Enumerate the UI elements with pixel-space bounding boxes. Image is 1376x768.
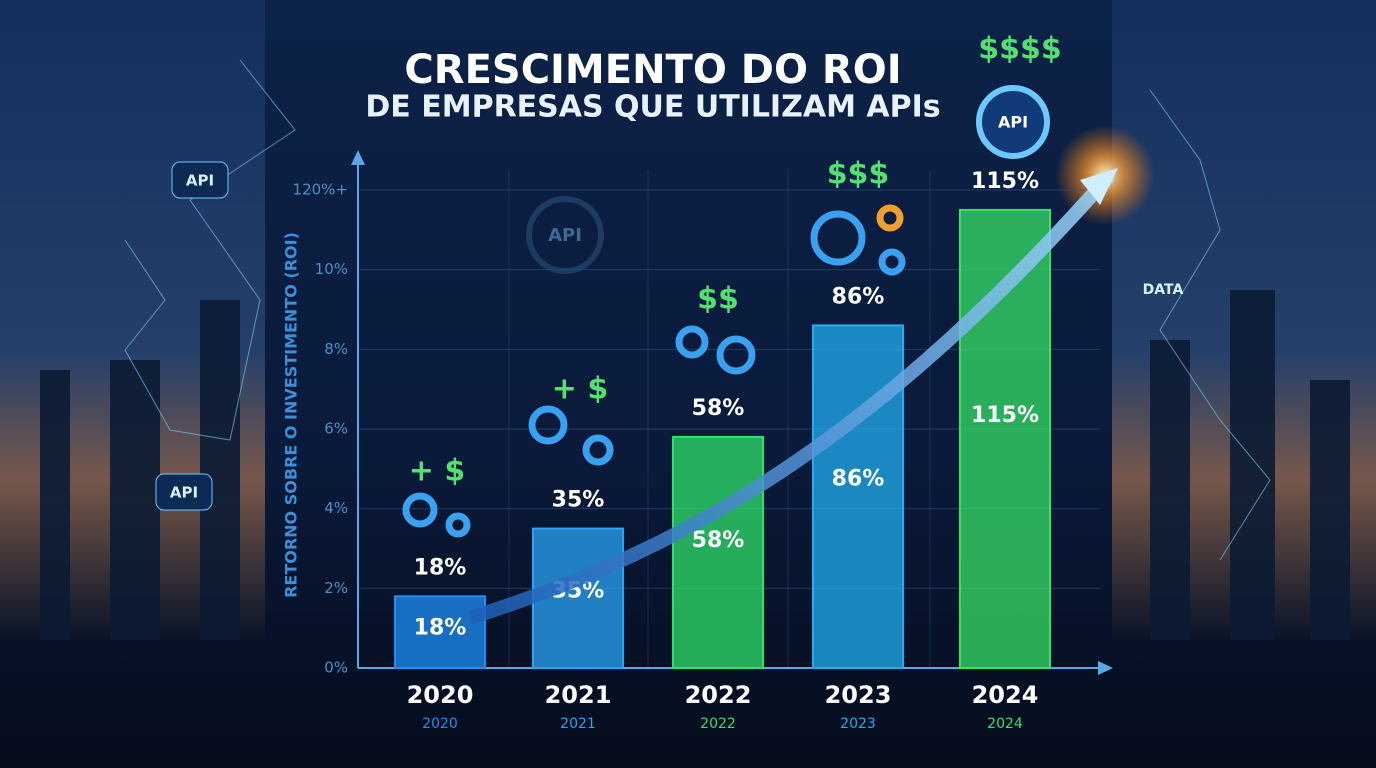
money-icon: + $: [552, 372, 608, 407]
money-icon: $$: [697, 282, 739, 317]
y-tick-label: 10%: [315, 260, 348, 278]
badge: [171, 161, 229, 199]
y-tick-label: 6%: [324, 420, 348, 438]
x-tick-sublabel: 2021: [560, 716, 596, 732]
value-label-top: 115%: [971, 169, 1039, 194]
y-tick-label: 120%+: [293, 181, 348, 199]
x-tick-sublabel: 2023: [840, 716, 876, 732]
y-tick-label: 8%: [324, 340, 348, 358]
value-label-top: 86%: [832, 284, 885, 309]
x-tick-label: 2020: [407, 681, 474, 709]
y-axis-arrow: [351, 150, 365, 165]
value-label-inner: 18%: [414, 616, 467, 641]
value-label-top: 35%: [552, 488, 605, 513]
x-tick-label: 2023: [825, 681, 892, 709]
badge: [155, 473, 213, 511]
y-tick-label: 2%: [324, 579, 348, 597]
trend-arrowhead: [1080, 168, 1118, 205]
money-icon: $$$: [827, 157, 890, 192]
value-label-inner: 86%: [832, 467, 885, 492]
money-icon: $$$$: [978, 32, 1062, 67]
bar: [672, 435, 764, 670]
gear: [526, 196, 604, 274]
y-tick-label: 4%: [324, 499, 348, 517]
api-badge: API: [170, 484, 198, 502]
gears: [402, 204, 906, 538]
x-tick-label: 2022: [685, 681, 752, 709]
value-label-top: 58%: [692, 396, 745, 421]
decor-text: API API API API DATA + $ + $ $$ $$$ $$$$: [155, 32, 1184, 538]
x-tick-label: 2024: [972, 681, 1039, 709]
x-axis-arrow: [1098, 661, 1113, 675]
api-badge: API: [998, 113, 1028, 132]
gear: [976, 85, 1050, 159]
x-tick-sublabel: 2020: [422, 716, 458, 732]
bar: [394, 595, 486, 669]
value-label-inner: 58%: [692, 528, 745, 553]
chart-subtitle: DE EMPRESAS QUE UTILIZAM APIs: [365, 90, 940, 125]
chart-title: CRESCIMENTO DO ROI: [404, 47, 901, 93]
value-label-inner: 115%: [971, 403, 1039, 428]
x-tick-label: 2021: [545, 681, 612, 709]
api-badge: API: [548, 225, 582, 246]
y-axis-label: RETORNO SOBRE O INVESTIMENTO (ROI): [282, 232, 301, 598]
x-tick-sublabel: 2024: [987, 716, 1023, 732]
money-icon: + $: [409, 454, 465, 489]
bar: [812, 324, 904, 669]
api-badge: API: [186, 172, 214, 190]
data-badge: DATA: [1143, 282, 1184, 298]
network: [124, 59, 1271, 561]
y-tick-label: 0%: [324, 659, 348, 677]
value-label-top: 18%: [414, 555, 467, 580]
skyline: [40, 290, 1350, 640]
x-tick-sublabel: 2022: [700, 716, 736, 732]
trend-arrow: [467, 170, 1116, 625]
